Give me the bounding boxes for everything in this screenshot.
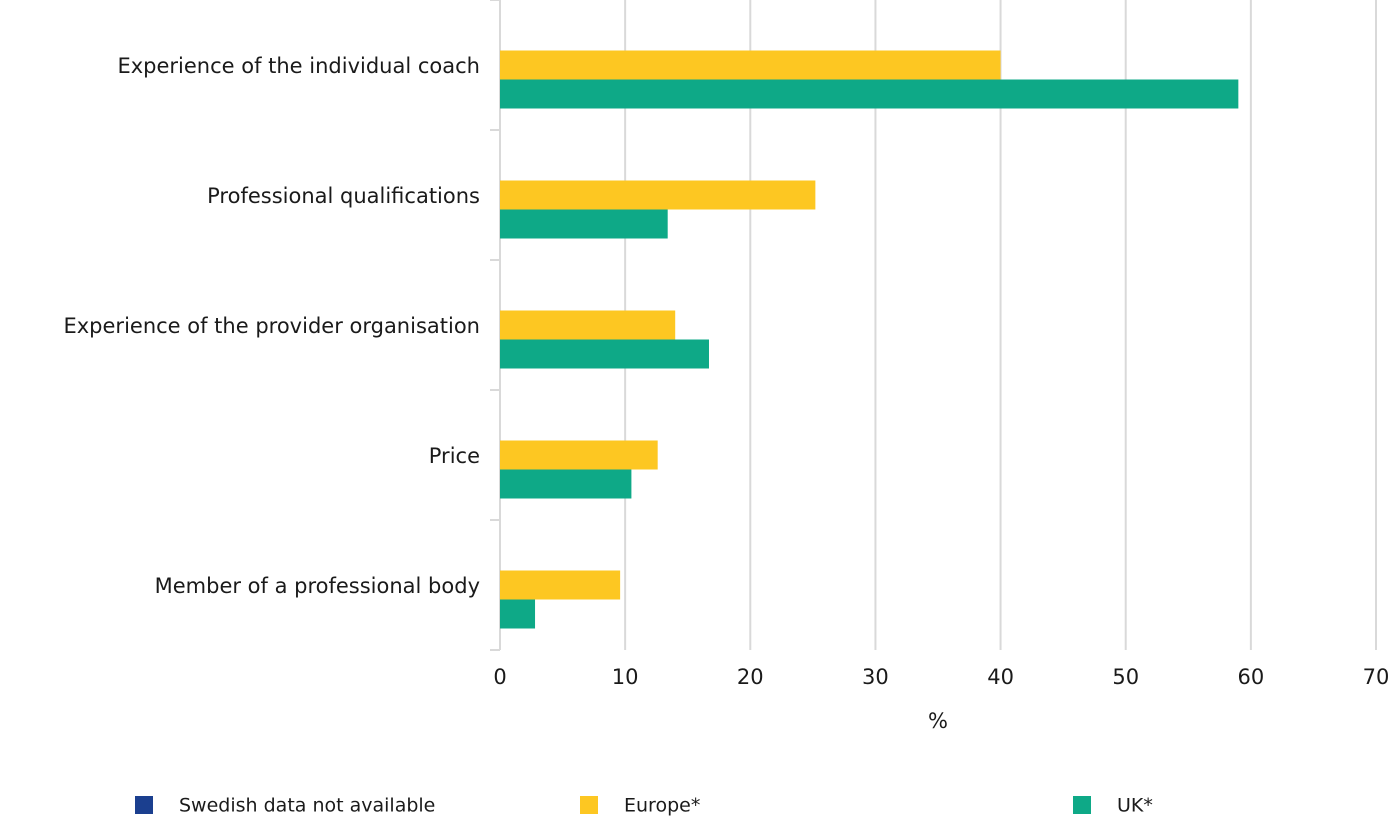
x-tick-label: 20 [737, 665, 764, 689]
legend-swatch [580, 796, 598, 814]
x-tick-label: 40 [987, 665, 1014, 689]
x-tick-label: 70 [1363, 665, 1390, 689]
y-tick-label: Experience of the individual coach [117, 54, 480, 78]
y-tick-label: Price [429, 444, 480, 468]
bar [500, 599, 536, 629]
legend-text: UK* [1117, 795, 1153, 817]
y-tick-label: Professional qualifications [207, 184, 480, 208]
bar [500, 180, 816, 210]
legend-text: Europe* [624, 795, 700, 817]
bar [500, 339, 709, 369]
bar [500, 310, 676, 340]
x-tick-label: 50 [1112, 665, 1139, 689]
x-tick-label: 10 [612, 665, 639, 689]
y-tick-label: Experience of the provider organisation [63, 314, 480, 338]
legend-text: Swedish data not available [179, 795, 435, 817]
legend-swatch [1073, 796, 1091, 814]
bar [500, 50, 1001, 80]
bar [500, 79, 1239, 109]
bar [500, 440, 658, 470]
x-axis-label: % [928, 709, 948, 733]
x-tick-label: 0 [493, 665, 506, 689]
y-tick-label: Member of a professional body [155, 574, 480, 598]
bar [500, 209, 668, 239]
legend-swatch [135, 796, 153, 814]
bar [500, 570, 621, 600]
x-tick-label: 30 [862, 665, 889, 689]
bar [500, 469, 632, 499]
x-tick-label: 60 [1237, 665, 1264, 689]
